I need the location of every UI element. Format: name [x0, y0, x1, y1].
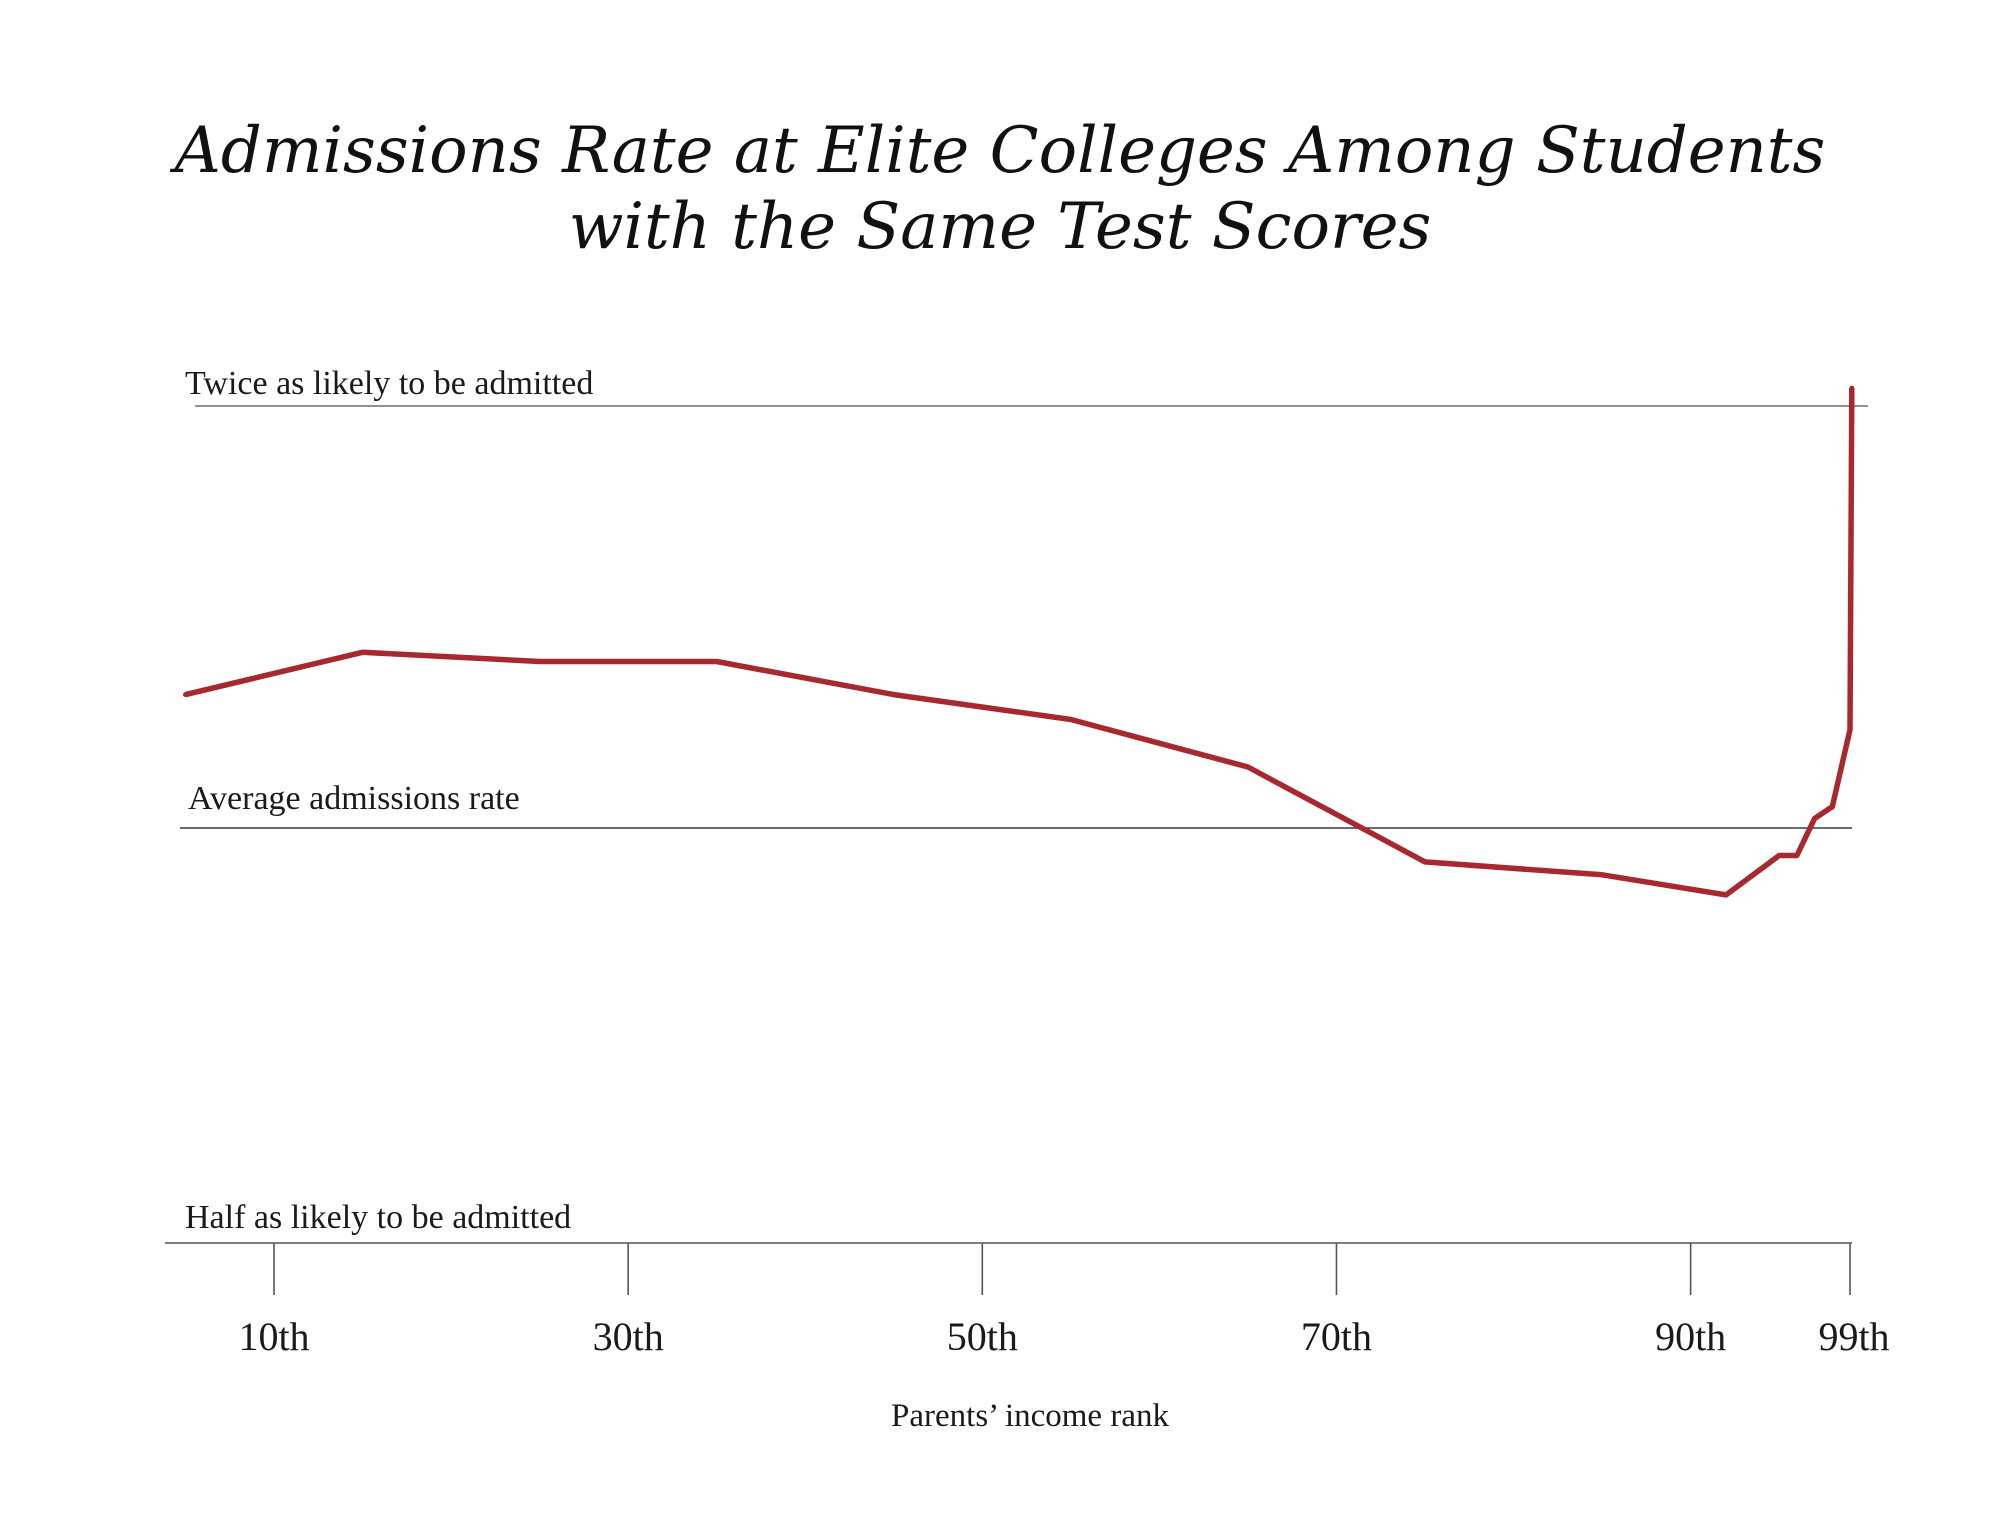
series-line-relative-admissions-rate: [184, 388, 1855, 898]
data-point-14: [1847, 727, 1853, 733]
data-point-5: [1068, 717, 1074, 722]
x-tick-label-90th: 90th: [1655, 1314, 1726, 1359]
average-rate-label: Average admissions rate: [188, 780, 520, 817]
x-tick-label-10th: 10th: [238, 1314, 309, 1359]
data-point-13: [1829, 804, 1835, 810]
data-points: [183, 385, 1855, 898]
x-axis: 10th 30th 50th 70th 90th 99th Parents’ income…: [165, 1242, 1890, 1434]
twice-likely-label: Twice as likely to be admitted: [185, 365, 593, 402]
chart-title-line-1: Admissions Rate at Elite Colleges Among …: [170, 114, 1826, 188]
chart-title: Admissions Rate at Elite Colleges Among …: [170, 114, 1826, 264]
data-point-4: [891, 692, 897, 698]
data-point-3: [714, 659, 720, 664]
x-axis-title: Parents’ income rank: [891, 1398, 1169, 1434]
data-point-12: [1812, 816, 1818, 821]
data-point-15: [1849, 385, 1855, 391]
data-point-8: [1599, 872, 1605, 878]
data-point-6: [1245, 764, 1251, 770]
data-point-7: [1422, 859, 1428, 865]
data-point-10: [1776, 853, 1782, 858]
data-point-2: [537, 659, 543, 664]
half-likely-label: Half as likely to be admitted: [185, 1199, 571, 1236]
x-tick-label-99th: 99th: [1818, 1314, 1889, 1359]
x-tick-label-30th: 30th: [593, 1314, 664, 1359]
data-point-1: [360, 649, 365, 655]
x-axis-ticks: 10th 30th 50th 70th 90th 99th: [238, 1243, 1890, 1359]
data-point-0: [183, 692, 188, 698]
x-tick-label-70th: 70th: [1301, 1314, 1372, 1359]
reference-lines: Twice as likely to be admitted Average a…: [180, 365, 1868, 1236]
x-tick-label-50th: 50th: [947, 1314, 1018, 1359]
data-point-11: [1794, 853, 1800, 858]
chart-title-line-2: with the Same Test Scores: [569, 190, 1432, 264]
data-point-9: [1723, 892, 1729, 898]
